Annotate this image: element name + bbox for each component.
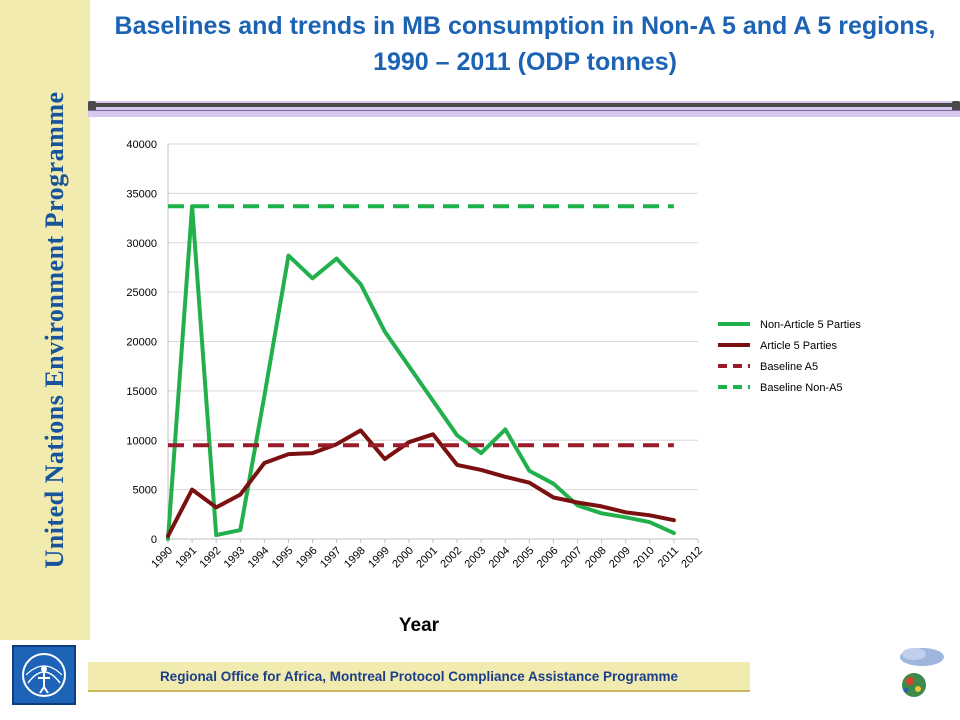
legend-label: Baseline A5 <box>760 361 818 373</box>
footer-banner: Regional Office for Africa, Montreal Pro… <box>88 662 750 692</box>
x-tick-label: 1996 <box>294 545 320 571</box>
x-tick-label: 2003 <box>463 545 489 571</box>
y-tick-label: 35000 <box>126 188 157 200</box>
series-line-non-article-5-parties <box>166 204 676 541</box>
x-tick-label: 1998 <box>342 545 368 571</box>
side-banner <box>0 0 90 640</box>
x-tick-label: 2009 <box>607 545 633 571</box>
legend-label: Baseline Non-A5 <box>760 382 843 394</box>
series-line-article-5-parties <box>166 428 676 538</box>
x-tick-label: 1990 <box>149 545 175 571</box>
y-tick-label: 15000 <box>126 386 157 398</box>
x-tick-label: 2010 <box>631 545 657 571</box>
x-tick-label: 2000 <box>390 545 416 571</box>
title-divider <box>88 101 960 117</box>
x-tick-labels: 1990199119921993199419951996199719981999… <box>149 545 705 571</box>
x-tick-label: 1991 <box>173 545 199 571</box>
legend-label: Article 5 Parties <box>760 340 838 352</box>
x-tick-label: 1994 <box>246 545 272 571</box>
x-tick-label: 2005 <box>511 545 537 571</box>
chart-gridlines <box>168 143 698 491</box>
x-tick-label: 2002 <box>438 545 464 571</box>
ozone-secretariat-logo <box>900 648 944 697</box>
x-tick-label: 1993 <box>222 545 248 571</box>
x-tick-label: 2007 <box>559 545 585 571</box>
side-banner-text: United Nations Environment Programme <box>40 91 69 569</box>
chart-legend: Non-Article 5 Parties Article 5 Parties Ba… <box>718 319 861 394</box>
x-tick-label: 2008 <box>583 545 609 571</box>
mb-consumption-chart: 0 5000 10000 15000 20000 25000 30000 35000 40000… <box>126 139 861 635</box>
x-tick-label: 2001 <box>414 545 440 571</box>
divider-cap-right <box>952 101 960 111</box>
x-tick-label: 1999 <box>366 545 392 571</box>
chart-axes <box>167 144 699 543</box>
legend-label: Non-Article 5 Parties <box>760 319 861 331</box>
x-tick-label: 1997 <box>318 545 344 571</box>
unep-logo <box>12 645 76 705</box>
chart-series <box>166 204 676 541</box>
y-tick-label: 30000 <box>126 238 157 250</box>
y-tick-label: 0 <box>151 534 157 546</box>
page-title: Baselines and trends in MB consumption i… <box>114 12 936 76</box>
divider-cap-left <box>88 101 96 111</box>
y-tick-label: 5000 <box>133 485 157 497</box>
x-tick-label: 1992 <box>198 545 224 571</box>
y-tick-label: 25000 <box>126 287 157 299</box>
x-axis-label: Year <box>399 615 440 635</box>
x-tick-label: 2004 <box>487 545 513 571</box>
x-tick-label: 1995 <box>270 545 296 571</box>
x-tick-label: 2006 <box>535 545 561 571</box>
y-tick-labels: 0 5000 10000 15000 20000 25000 30000 35000 40000 <box>126 139 157 546</box>
x-tick-label: 2012 <box>679 545 705 571</box>
y-tick-label: 20000 <box>126 337 157 349</box>
x-tick-label: 2011 <box>656 545 681 570</box>
y-tick-label: 40000 <box>126 139 157 151</box>
y-tick-label: 10000 <box>126 435 157 447</box>
